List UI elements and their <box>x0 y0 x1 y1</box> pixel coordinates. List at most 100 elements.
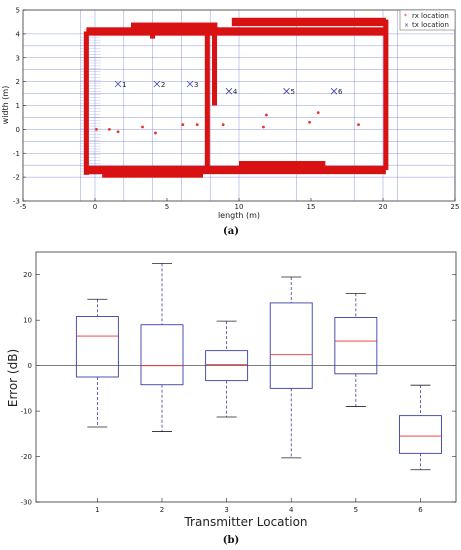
tx-label: 3 <box>194 81 198 89</box>
tx-marker <box>283 87 290 95</box>
rx-marker <box>116 130 120 134</box>
rx-marker <box>108 127 111 131</box>
x-tick-label: 0 <box>93 203 97 211</box>
rx-marker <box>221 123 225 126</box>
tx-label: 6 <box>338 88 343 96</box>
floor-plan-grid <box>23 10 455 201</box>
x-tick-label: 25 <box>451 203 460 211</box>
wall-segment <box>204 26 210 170</box>
box-1 <box>75 298 119 428</box>
rx-marker <box>264 113 268 117</box>
y-tick-label: 0 <box>16 126 20 134</box>
tx-label: 1 <box>122 81 126 89</box>
wall-segment <box>131 22 218 31</box>
legend-tx-label: tx location <box>412 21 449 29</box>
floor-plan-chart: -5 0 5 10 15 20 25 -3 -2 -1 0 1 2 3 4 5 1 2 3 4 5 6 * rx loc… <box>1 7 459 238</box>
rx-marker <box>262 125 265 129</box>
x-tick-label: 5 <box>354 506 358 514</box>
box-3 <box>205 320 249 418</box>
legend-rx-label: rx location <box>412 12 449 20</box>
tx-marker-stroke <box>114 80 122 88</box>
panel-label-a: (a) <box>223 226 239 237</box>
box-6 <box>399 384 442 471</box>
x-tick-label: 4 <box>289 506 294 514</box>
x-tick-label: 6 <box>418 506 423 514</box>
y-tick-label: 5 <box>16 7 20 15</box>
rx-marker <box>357 123 360 126</box>
markers: 1 2 3 4 5 6 <box>95 80 360 135</box>
y-tick-label: 3 <box>16 54 20 62</box>
walls <box>83 17 389 178</box>
wall-segment <box>150 26 156 39</box>
y-tick-label: 10 <box>23 317 32 325</box>
svg-text:*: * <box>404 13 407 20</box>
tx-marker-stroke <box>283 87 290 95</box>
svg-text:×: × <box>404 22 409 29</box>
tx-label: 5 <box>291 88 295 96</box>
iqr-box <box>140 324 184 386</box>
axis-ticks-b: -30 -20 -10 0 10 20 1 2 3 4 5 6 <box>21 271 456 514</box>
rx-marker <box>316 111 320 115</box>
y-tick-label: 0 <box>28 362 32 370</box>
y-tick-label: 20 <box>23 271 32 279</box>
x-tick-label: 1 <box>95 506 99 514</box>
tx-marker <box>330 87 338 95</box>
tx-marker <box>225 87 233 95</box>
rx-marker <box>95 127 98 131</box>
tx-marker-stroke <box>153 80 161 88</box>
legend-a: * rx location × tx location <box>399 9 456 31</box>
x-tick-label: 3 <box>224 506 228 514</box>
panel-label-b: (b) <box>223 535 239 546</box>
rx-marker <box>141 125 144 129</box>
wall-segment <box>102 169 203 178</box>
rx-marker <box>154 131 157 135</box>
box-4 <box>269 276 313 459</box>
y-tick-label: -30 <box>21 499 32 507</box>
rx-marker <box>308 120 311 124</box>
wall-segment <box>239 161 326 170</box>
x-tick-label: -5 <box>20 203 27 211</box>
tx-label: 4 <box>233 88 238 96</box>
y-tick-label: 4 <box>16 30 21 38</box>
wall-segment <box>231 17 386 27</box>
tx-marker <box>114 80 122 88</box>
tx-marker-stroke <box>186 80 194 88</box>
error-boxplot: -30 -20 -10 0 10 20 1 2 3 4 5 6 Transmitter Locatio… <box>6 251 457 546</box>
iqr-box <box>269 302 313 389</box>
box-2 <box>140 262 184 432</box>
y-axis-label-b: Error (dB) <box>6 349 20 407</box>
boxes <box>36 262 456 471</box>
y-tick-label: -10 <box>21 408 32 416</box>
wall-segment <box>83 31 89 175</box>
x-tick-label: 15 <box>307 203 316 211</box>
tx-marker <box>153 80 161 88</box>
iqr-box <box>205 350 249 382</box>
y-tick-label: -20 <box>21 453 32 461</box>
x-tick-label: 10 <box>235 203 244 211</box>
tx-marker <box>186 80 194 88</box>
tx-label: 2 <box>161 81 165 89</box>
tx-marker-stroke <box>330 87 338 95</box>
y-tick-label: 2 <box>16 78 20 86</box>
iqr-box <box>75 316 119 378</box>
y-tick-label: -3 <box>13 198 20 206</box>
wall-segment <box>212 26 218 106</box>
wall-segment <box>86 27 386 36</box>
x-tick-label: 2 <box>160 506 164 514</box>
y-tick-label: 1 <box>16 102 20 110</box>
wall-segment <box>86 165 386 175</box>
x-tick-label: 20 <box>379 203 388 211</box>
y-tick-label: -2 <box>13 174 20 182</box>
rx-marker <box>181 123 185 126</box>
x-tick-label: 5 <box>165 203 169 211</box>
rx-marker <box>195 123 199 126</box>
iqr-box <box>399 415 442 454</box>
wall-segment <box>383 19 389 170</box>
y-tick-label: -1 <box>13 150 20 158</box>
x-axis-label-b: Transmitter Location <box>183 515 307 529</box>
iqr-box <box>334 317 378 375</box>
tx-marker-stroke <box>225 87 233 95</box>
box-5 <box>334 292 378 407</box>
